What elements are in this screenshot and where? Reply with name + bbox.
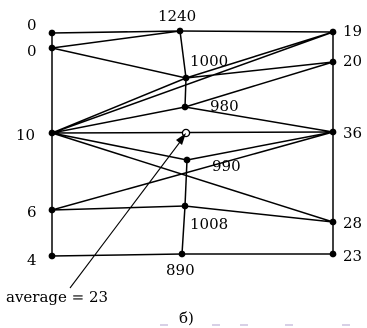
bottom-marks [160, 324, 350, 326]
node [48, 206, 56, 214]
edge [51, 30, 181, 34]
node [48, 129, 56, 137]
label-right-bottom: 23 [343, 247, 362, 265]
node [329, 28, 337, 36]
label-left-3: 10 [16, 126, 35, 144]
label-right-4: 28 [343, 214, 362, 232]
node [178, 250, 186, 258]
label-right-top: 19 [343, 22, 362, 40]
label-mid-bottom: 890 [166, 261, 195, 279]
node [182, 74, 190, 82]
edge [179, 30, 187, 79]
edge [51, 132, 334, 223]
edge [184, 159, 188, 207]
node [329, 128, 337, 136]
node [48, 29, 56, 37]
edge [184, 106, 334, 133]
label-left-4: 6 [27, 203, 37, 221]
node [176, 27, 184, 35]
label-mid-980: 980 [210, 97, 239, 115]
node [183, 156, 191, 164]
annotation-arrow [69, 133, 186, 289]
node [329, 250, 337, 258]
node [181, 202, 189, 210]
edge [51, 47, 187, 79]
edge [51, 132, 188, 161]
edge [51, 77, 187, 134]
label-right-2: 20 [343, 52, 362, 70]
label-left-bottom: 4 [27, 251, 37, 269]
edge [184, 61, 334, 108]
figure-caption: б) [179, 309, 194, 327]
label-left-top: 0 [27, 16, 37, 34]
label-mid-1008: 1008 [190, 215, 228, 233]
mesh-edges [51, 30, 334, 257]
edge [51, 30, 181, 49]
edge [51, 131, 334, 134]
edge [51, 131, 334, 211]
node [329, 218, 337, 226]
label-mid-top: 1240 [158, 7, 196, 25]
edge [51, 31, 334, 134]
edge [181, 205, 186, 255]
node [48, 44, 56, 52]
node-labels: 0 0 10 6 4 19 20 36 28 23 1240 1000 980 … [16, 7, 362, 279]
arrowhead [176, 133, 186, 145]
label-right-3: 36 [343, 124, 362, 142]
label-mid-990: 990 [212, 157, 241, 175]
edge [51, 205, 186, 211]
node [181, 103, 189, 111]
edge [184, 77, 187, 108]
edge [179, 30, 334, 33]
label-left-2: 0 [27, 42, 37, 60]
node [329, 58, 337, 66]
edge [51, 106, 186, 134]
label-mid-1000: 1000 [190, 52, 228, 70]
edge [184, 205, 334, 223]
mesh-nodes [48, 27, 337, 260]
edge [186, 131, 334, 161]
node [48, 252, 56, 260]
edge [51, 253, 183, 257]
edge [185, 31, 334, 79]
average-annotation: average = 23 [6, 288, 108, 306]
